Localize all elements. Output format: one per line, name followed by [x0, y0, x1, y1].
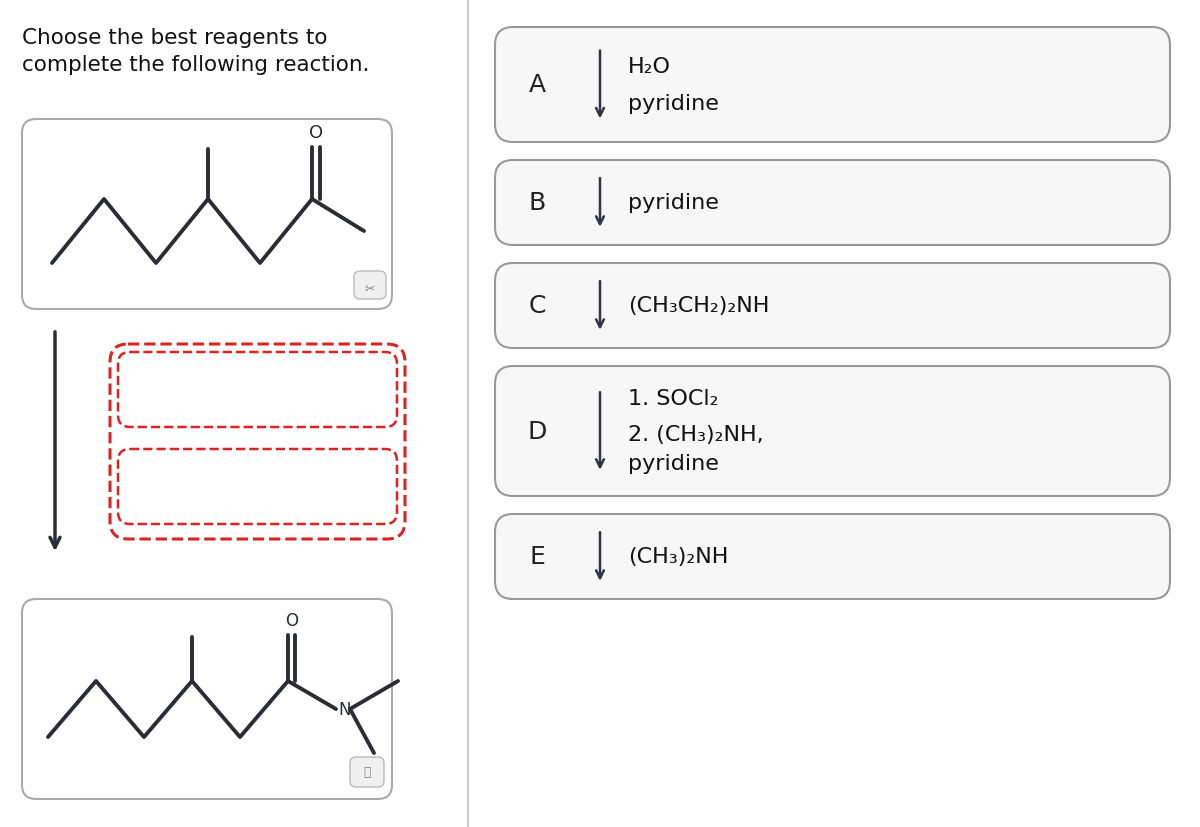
FancyBboxPatch shape — [496, 366, 1170, 496]
Text: O: O — [308, 124, 323, 141]
FancyBboxPatch shape — [22, 600, 392, 799]
Text: Choose the best reagents to: Choose the best reagents to — [22, 28, 328, 48]
FancyBboxPatch shape — [496, 514, 1170, 600]
FancyBboxPatch shape — [350, 757, 384, 787]
FancyBboxPatch shape — [22, 120, 392, 309]
Text: complete the following reaction.: complete the following reaction. — [22, 55, 370, 75]
Text: D: D — [527, 419, 547, 443]
Text: O: O — [286, 611, 298, 629]
Text: pyridine: pyridine — [628, 194, 719, 213]
Text: N: N — [338, 700, 350, 718]
Text: pyridine: pyridine — [628, 93, 719, 114]
Text: (CH₃)₂NH: (CH₃)₂NH — [628, 547, 728, 566]
FancyBboxPatch shape — [496, 264, 1170, 348]
FancyBboxPatch shape — [354, 272, 386, 299]
Text: E: E — [529, 545, 545, 569]
Text: C: C — [528, 294, 546, 318]
Text: 2. (CH₃)₂NH,: 2. (CH₃)₂NH, — [628, 424, 763, 444]
Text: ✂: ✂ — [365, 283, 376, 296]
FancyBboxPatch shape — [496, 28, 1170, 143]
Text: 🔍: 🔍 — [364, 766, 371, 778]
Text: A: A — [528, 74, 546, 98]
Text: H₂O: H₂O — [628, 57, 671, 77]
Text: B: B — [528, 191, 546, 215]
Text: (CH₃CH₂)₂NH: (CH₃CH₂)₂NH — [628, 296, 769, 316]
Text: pyridine: pyridine — [628, 454, 719, 474]
Text: 1. SOCl₂: 1. SOCl₂ — [628, 389, 719, 409]
FancyBboxPatch shape — [496, 160, 1170, 246]
